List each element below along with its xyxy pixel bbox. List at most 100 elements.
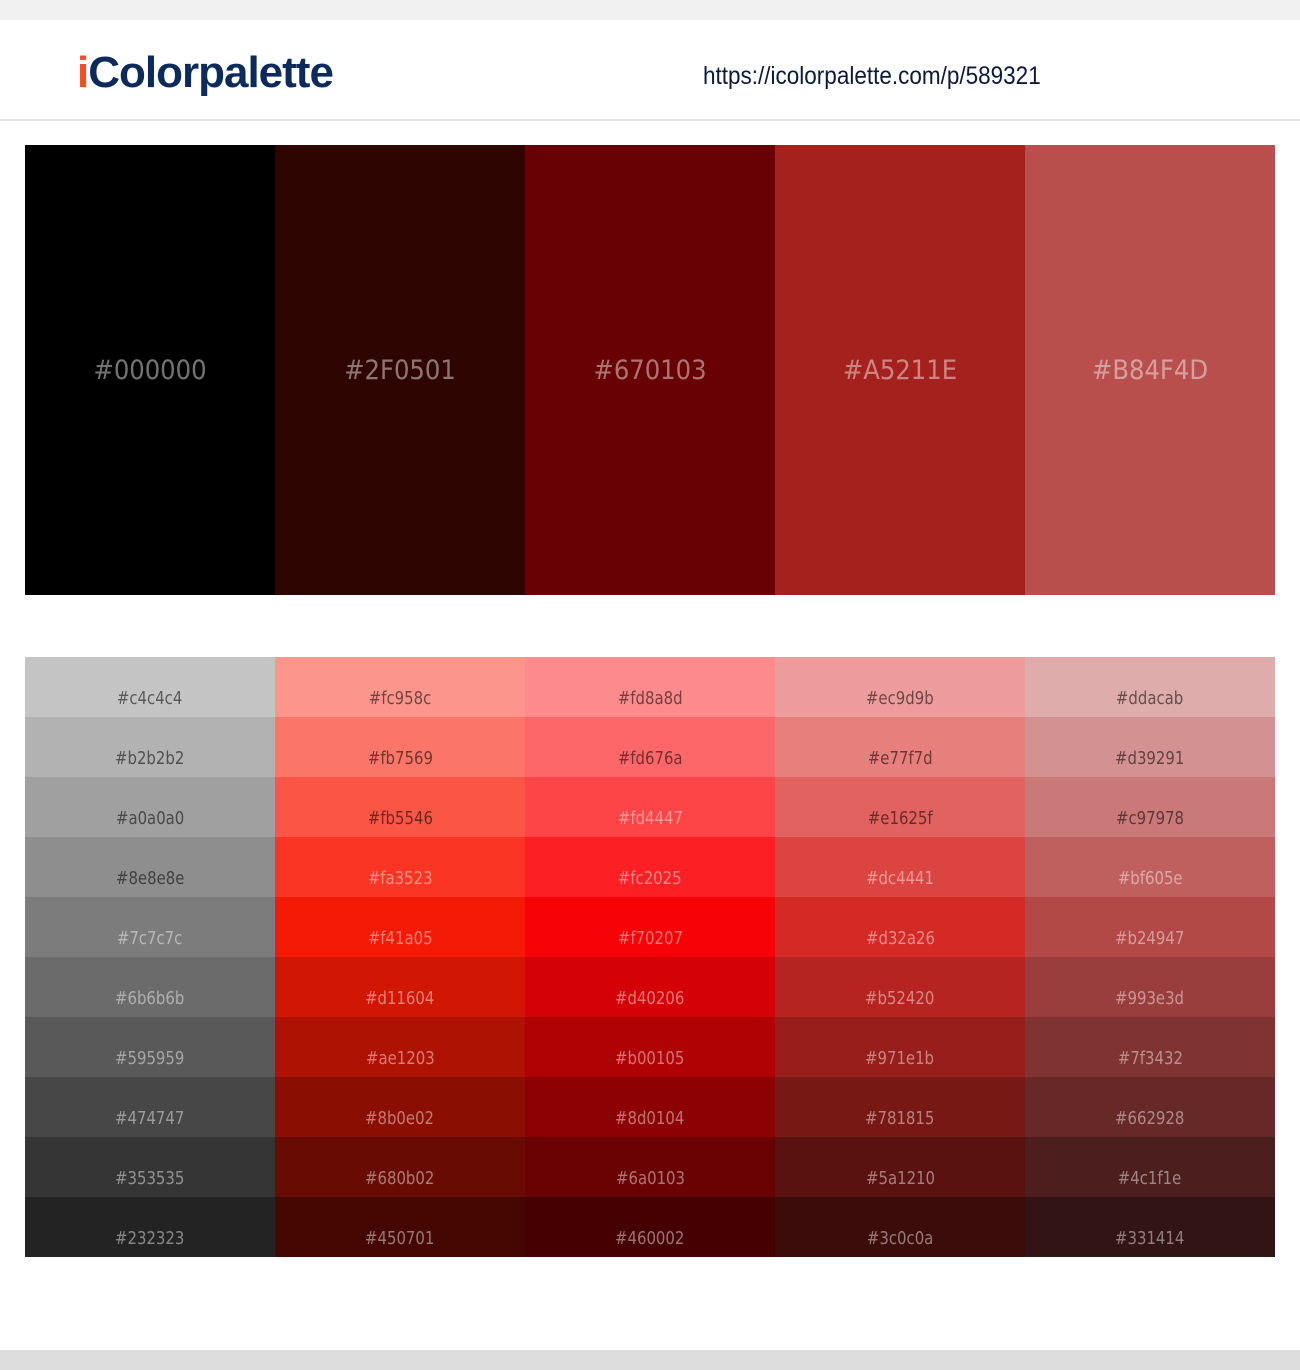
shade-hex-label: #fd8a8d [617,688,683,709]
shade-swatch[interactable]: #7f3432 [1025,1017,1275,1077]
shade-swatch[interactable]: #b24947 [1025,897,1275,957]
shade-hex-label: #bf605e [1117,868,1183,889]
shade-swatch[interactable]: #353535 [25,1137,275,1197]
shade-column: #c4c4c4 #b2b2b2 #a0a0a0 #8e8e8e #7c7c7c #6b6b… [25,657,275,1257]
shade-hex-label: #ae1203 [365,1048,435,1069]
shade-swatch[interactable]: #460002 [525,1197,775,1257]
shade-swatch[interactable]: #a0a0a0 [25,777,275,837]
shade-swatch[interactable]: #595959 [25,1017,275,1077]
shade-hex-label: #e77f7d [867,748,933,769]
shade-swatch[interactable]: #7c7c7c [25,897,275,957]
shade-swatch[interactable]: #c4c4c4 [25,657,275,717]
shade-hex-label: #b52420 [865,988,935,1009]
header: iColorpalette https://icolorpalette.com/… [0,20,1300,121]
palette-swatch[interactable]: #B84F4D [1025,145,1275,595]
palette-swatch[interactable]: #000000 [25,145,275,595]
shade-swatch[interactable]: #6b6b6b [25,957,275,1017]
shade-hex-label: #b24947 [1115,928,1185,949]
shade-swatch[interactable]: #450701 [275,1197,525,1257]
shade-swatch[interactable]: #8d0104 [525,1077,775,1137]
shade-swatch[interactable]: #e1625f [775,777,1025,837]
palette-swatch[interactable]: #2F0501 [275,145,525,595]
logo-prefix: i [77,48,89,97]
shade-swatch[interactable]: #e77f7d [775,717,1025,777]
shade-swatch[interactable]: #ae1203 [275,1017,525,1077]
shade-swatch[interactable]: #fb7569 [275,717,525,777]
shade-swatch[interactable]: #c97978 [1025,777,1275,837]
shade-swatch[interactable]: #4c1f1e [1025,1137,1275,1197]
shade-swatch[interactable]: #5a1210 [775,1137,1025,1197]
shade-swatch[interactable]: #331414 [1025,1197,1275,1257]
shade-swatch[interactable]: #fc2025 [525,837,775,897]
shade-swatch[interactable]: #6a0103 [525,1137,775,1197]
shade-swatch[interactable]: #b00105 [525,1017,775,1077]
swatch-hex-label: #A5211E [842,354,958,386]
palette-url[interactable]: https://icolorpalette.com/p/589321 [703,62,1041,90]
shade-hex-label: #fa3523 [367,868,433,889]
shade-hex-label: #3c0c0a [866,1228,934,1249]
shade-swatch[interactable]: #dc4441 [775,837,1025,897]
shade-hex-label: #8b0e02 [365,1108,435,1129]
swatch-hex-label: #670103 [593,354,707,386]
shade-swatch[interactable]: #f41a05 [275,897,525,957]
shade-column: #ddacab #d39291 #c97978 #bf605e #b24947 #993e… [1025,657,1275,1257]
shade-column: #ec9d9b #e77f7d #e1625f #dc4441 #d32a26 #b524… [775,657,1025,1257]
palette-swatch[interactable]: #A5211E [775,145,1025,595]
shade-hex-label: #fd676a [617,748,683,769]
shade-swatch[interactable]: #d39291 [1025,717,1275,777]
shade-hex-label: #d40206 [615,988,685,1009]
shade-swatch[interactable]: #d32a26 [775,897,1025,957]
shade-swatch[interactable]: #232323 [25,1197,275,1257]
shade-swatch[interactable]: #781815 [775,1077,1025,1137]
shade-swatch[interactable]: #3c0c0a [775,1197,1025,1257]
shade-swatch[interactable]: #fa3523 [275,837,525,897]
shade-hex-label: #474747 [115,1108,185,1129]
shade-hex-label: #e1625f [867,808,933,829]
shade-hex-label: #6b6b6b [115,988,185,1009]
shade-hex-label: #662928 [1115,1108,1185,1129]
shade-hex-label: #d39291 [1115,748,1185,769]
shade-hex-label: #6a0103 [615,1168,685,1189]
top-bar [0,0,1300,20]
shade-hex-label: #fc958c [368,688,432,709]
shade-swatch[interactable]: #f70207 [525,897,775,957]
shade-swatch[interactable]: #bf605e [1025,837,1275,897]
shade-hex-label: #5a1210 [865,1168,935,1189]
shade-swatch[interactable]: #8b0e02 [275,1077,525,1137]
shade-swatch[interactable]: #fd676a [525,717,775,777]
main-palette: #000000 #2F0501 #670103 #A5211E #B84F4D [25,145,1275,595]
logo[interactable]: iColorpalette [77,48,334,98]
shade-swatch[interactable]: #b52420 [775,957,1025,1017]
shade-swatch[interactable]: #d40206 [525,957,775,1017]
shade-swatch[interactable]: #8e8e8e [25,837,275,897]
shade-swatch[interactable]: #fd8a8d [525,657,775,717]
shade-swatch[interactable]: #fb5546 [275,777,525,837]
shade-hex-label: #c4c4c4 [117,688,183,709]
shade-hex-label: #7f3432 [1117,1048,1183,1069]
shade-hex-label: #781815 [865,1108,935,1129]
shade-hex-label: #4c1f1e [1118,1168,1182,1189]
shade-hex-label: #b2b2b2 [115,748,185,769]
shade-hex-label: #d11604 [365,988,435,1009]
shade-swatch[interactable]: #d11604 [275,957,525,1017]
shade-swatch[interactable]: #662928 [1025,1077,1275,1137]
shade-swatch[interactable]: #fc958c [275,657,525,717]
shade-hex-label: #450701 [365,1228,435,1249]
shade-swatch[interactable]: #fd4447 [525,777,775,837]
swatch-hex-label: #2F0501 [344,354,456,386]
shade-swatch[interactable]: #ddacab [1025,657,1275,717]
shade-swatch[interactable]: #680b02 [275,1137,525,1197]
shade-swatch[interactable]: #993e3d [1025,957,1275,1017]
shade-hex-label: #b00105 [615,1048,685,1069]
shade-hex-label: #ec9d9b [866,688,934,709]
shade-swatch[interactable]: #b2b2b2 [25,717,275,777]
shade-hex-label: #c97978 [1115,808,1185,829]
shade-hex-label: #7c7c7c [117,928,183,949]
palette-swatch[interactable]: #670103 [525,145,775,595]
swatch-hex-label: #000000 [93,354,207,386]
shade-swatch[interactable]: #474747 [25,1077,275,1137]
shade-hex-label: #8d0104 [615,1108,685,1129]
shade-hex-label: #353535 [115,1168,185,1189]
shade-swatch[interactable]: #ec9d9b [775,657,1025,717]
shade-swatch[interactable]: #971e1b [775,1017,1025,1077]
